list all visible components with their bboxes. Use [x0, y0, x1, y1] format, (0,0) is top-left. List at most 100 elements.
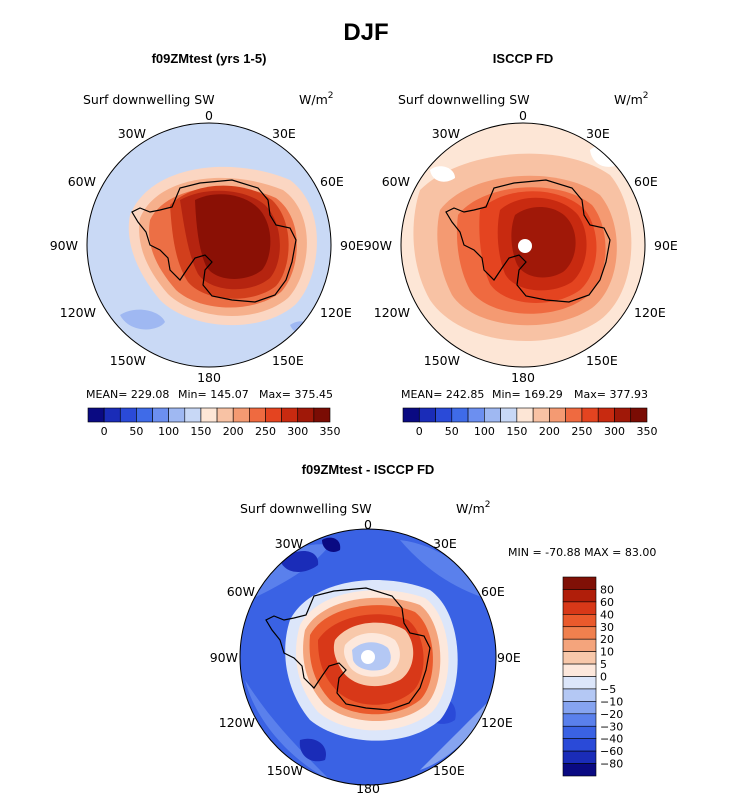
colorbar-tick-label: 10 [600, 646, 614, 659]
colorbar-tick-label: 0 [600, 671, 607, 684]
colorbar-swatch [232, 407, 250, 423]
map-model [87, 123, 331, 367]
colorbar-tick-label: 50 [129, 425, 143, 438]
colorbar-swatch [249, 407, 266, 423]
colorbar-tick-label: −30 [600, 720, 623, 733]
panel-obs: ISCCP FD Surf downwelling SW W/m2 0 30E … [364, 51, 678, 438]
colorbar-tick-label: 200 [539, 425, 560, 438]
panel-diff: f09ZMtest - ISCCP FD Surf downwelling SW… [210, 462, 657, 796]
lon-label: 180 [511, 370, 535, 385]
stat-max-obs: Max= 377.93 [574, 388, 648, 401]
colorbar-tick-label: 0 [101, 425, 108, 438]
lon-labels-diff: 0 30E 60E 90E 120E 150E 180 150W 120W 90… [210, 517, 521, 796]
lon-label: 150E [433, 763, 465, 778]
colorbar-swatch [402, 407, 420, 423]
colorbar-swatch [562, 713, 597, 727]
lon-labels-model: 0 30E 60E 90E 120E 150E 180 150W 120W 90… [50, 108, 364, 385]
units-label-diff: W/m2 [456, 500, 490, 516]
colorbar-swatch [103, 407, 121, 423]
panel-title-obs: ISCCP FD [493, 51, 553, 66]
colorbar-swatch [562, 576, 597, 590]
colorbar-swatch [562, 614, 597, 628]
map-obs [401, 123, 645, 367]
colorbar-swatch [549, 407, 566, 423]
lon-label: 0 [519, 108, 527, 123]
colorbar-swatch [184, 407, 202, 423]
colorbar-swatch [532, 407, 550, 423]
colorbar-swatch [562, 738, 597, 752]
colorbar-swatch [565, 407, 583, 423]
lon-label: 30W [275, 536, 303, 551]
colorbar-swatch [265, 407, 282, 423]
colorbar-swatch [500, 407, 518, 423]
stat-mean-obs: MEAN= 242.85 [401, 388, 484, 401]
colorbar-tick-label: 50 [445, 425, 459, 438]
colorbar-tick-label: 150 [190, 425, 211, 438]
colorbar-swatch [597, 407, 615, 423]
lon-label: 150E [586, 353, 618, 368]
figure-title: DJF [343, 19, 388, 46]
colorbar-swatch [467, 407, 485, 423]
colorbar-tick-label: 60 [600, 596, 614, 609]
colorbar-swatch [87, 407, 105, 423]
colorbar-swatch [152, 407, 169, 423]
lon-label: 90W [50, 238, 78, 253]
colorbar-swatch [630, 407, 648, 423]
colorbar-swatch [516, 407, 534, 423]
lon-label: 90W [364, 238, 392, 253]
colorbar-tick-label: 0 [416, 425, 423, 438]
lon-label: 30W [432, 126, 460, 141]
colorbar-swatch [562, 725, 597, 739]
lon-label: 30E [433, 536, 457, 551]
lon-label: 90E [340, 238, 364, 253]
panel-title-diff: f09ZMtest - ISCCP FD [302, 462, 435, 477]
colorbar-tick-label: 350 [320, 425, 341, 438]
field-label-diff: Surf downwelling SW [240, 501, 372, 516]
colorbar-swatch [313, 407, 331, 423]
colorbar-swatch [168, 407, 186, 423]
colorbar-tick-label: 20 [600, 633, 614, 646]
colorbar-tick-label: 300 [287, 425, 308, 438]
lon-label: 0 [364, 517, 372, 532]
lon-label: 60W [382, 174, 410, 189]
lon-label: 90E [654, 238, 678, 253]
lon-label: 120E [320, 305, 352, 320]
colorbar-tick-label: 30 [600, 621, 614, 634]
panel-title-model: f09ZMtest (yrs 1-5) [152, 51, 267, 66]
colorbar-swatch [562, 626, 597, 640]
colorbar-swatch [562, 589, 597, 603]
map-diff [240, 529, 496, 785]
lon-label: 30E [272, 126, 296, 141]
colorbar-swatch [562, 763, 597, 777]
units-label-obs: W/m2 [614, 91, 648, 107]
colorbar-tick-label: 150 [506, 425, 527, 438]
lon-label: 180 [197, 370, 221, 385]
stat-min-model: Min= 145.07 [178, 388, 249, 401]
colorbar-swatch [435, 407, 453, 423]
lon-label: 60W [227, 584, 255, 599]
colorbar-swatch [297, 407, 315, 423]
lon-label: 30E [586, 126, 610, 141]
colorbar-swatch [451, 407, 469, 423]
colorbar-tick-label: 250 [571, 425, 592, 438]
lon-label: 60W [68, 174, 96, 189]
panel-model: f09ZMtest (yrs 1-5) Surf downwelling SW … [50, 51, 364, 438]
stat-min-obs: Min= 169.29 [492, 388, 563, 401]
colorbar-tick-label: 300 [604, 425, 625, 438]
stat-minmax-diff: MIN = -70.88 MAX = 83.00 [508, 546, 656, 559]
lon-label: 30W [118, 126, 146, 141]
lon-label: 120W [219, 715, 255, 730]
colorbar-tick-label: 100 [474, 425, 495, 438]
lon-label: 150E [272, 353, 304, 368]
colorbar-obs: 0 50 100 150 200 250 300 350 [402, 407, 658, 438]
colorbar-swatch [418, 407, 436, 423]
colorbar-swatch [562, 701, 597, 715]
colorbar-tick-label: −10 [600, 695, 623, 708]
units-label-model: W/m2 [299, 91, 333, 107]
lon-label: 150W [424, 353, 460, 368]
colorbar-swatch [562, 688, 597, 702]
colorbar-swatch [562, 651, 597, 665]
field-label-model: Surf downwelling SW [83, 92, 215, 107]
